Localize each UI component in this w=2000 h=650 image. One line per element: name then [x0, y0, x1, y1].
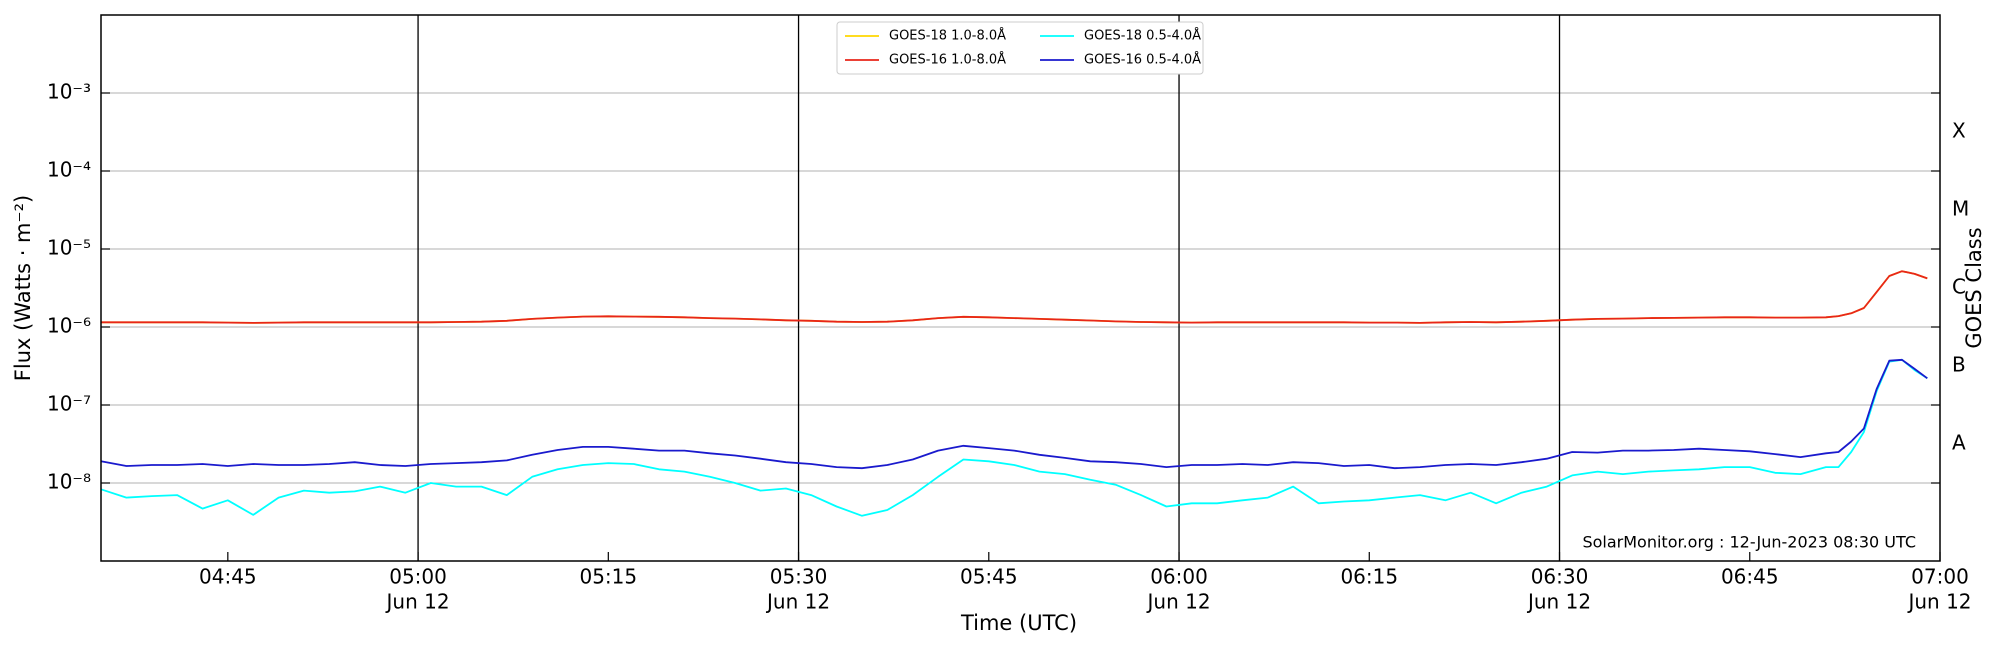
class-label: C [1952, 274, 1966, 298]
plot-frame [100, 14, 1941, 562]
legend-label: GOES-18 1.0-8.0Å [889, 28, 1006, 44]
class-label: X [1952, 118, 1966, 142]
x-tick-label: 05:00 [389, 565, 447, 589]
legend-label: GOES-18 0.5-4.0Å [1084, 28, 1201, 44]
x-tick-label: Jun 12 [385, 590, 450, 614]
y-tick-label: 10⁻³ [47, 80, 91, 104]
class-label: B [1952, 352, 1966, 376]
y-tick-label: 10⁻⁵ [47, 236, 91, 260]
legend: GOES-18 1.0-8.0Å GOES-16 1.0-8.0Å GOES-18 … [836, 21, 1204, 75]
legend-box [836, 21, 1204, 75]
y-tick-label: 10⁻⁴ [47, 158, 91, 182]
y-tick-label: 10⁻⁷ [47, 392, 91, 416]
x-tick-label: Jun 12 [765, 590, 830, 614]
y-tick-label: 10⁻⁸ [47, 470, 91, 494]
x-tick-label: 05:15 [579, 565, 637, 589]
x-tick-label: 05:45 [960, 565, 1018, 589]
y-tick-label: 10⁻⁶ [47, 314, 91, 338]
x-tick-label: 04:45 [199, 565, 257, 589]
x-tick-label: 07:00 [1911, 565, 1969, 589]
legend-label: GOES-16 0.5-4.0Å [1084, 52, 1201, 68]
annotation: SolarMonitor.org : 12-Jun-2023 08:30 UTC [1582, 533, 1916, 552]
legend-label: GOES-16 1.0-8.0Å [889, 52, 1006, 68]
series-line [100, 358, 1928, 470]
x-tick-label: 06:00 [1150, 565, 1208, 589]
y-axis-label: Flux (Watts · m⁻²) [11, 195, 35, 381]
x-axis-label: Time (UTC) [960, 611, 1077, 635]
x-tick-label: Jun 12 [1906, 590, 1971, 614]
series-line [100, 358, 1928, 517]
class-label: A [1952, 430, 1966, 454]
x-tick-label: Jun 12 [1526, 590, 1591, 614]
x-tick-label: Jun 12 [1146, 590, 1211, 614]
class-label: M [1952, 196, 1969, 220]
series-line [101, 270, 1928, 324]
x-tick-label: 06:15 [1340, 565, 1398, 589]
x-tick-label: 06:30 [1531, 565, 1589, 589]
series-line [101, 270, 1928, 324]
x-tick-label: 06:45 [1721, 565, 1779, 589]
x-tick-label: 05:30 [770, 565, 828, 589]
y2-axis-label: GOES Class [1962, 227, 1986, 348]
